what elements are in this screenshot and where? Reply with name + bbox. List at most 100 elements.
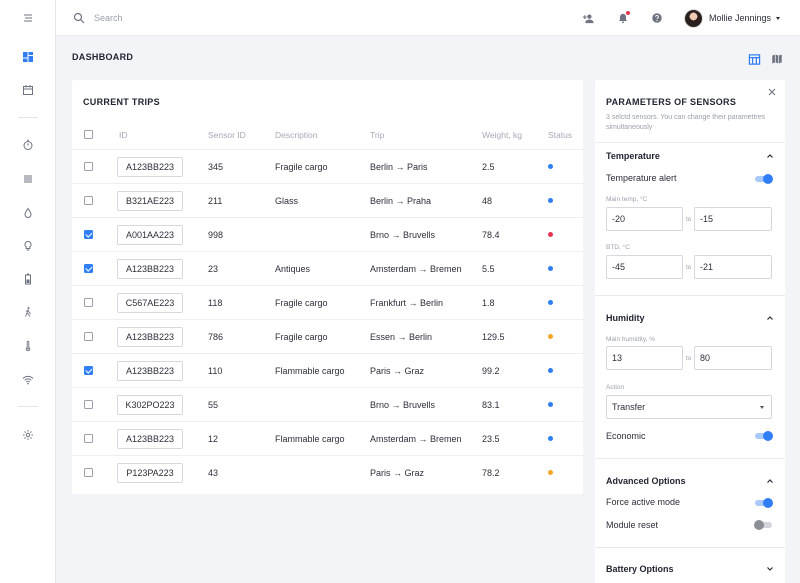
column-header-weight[interactable]: Weight, kg	[482, 130, 523, 140]
notification-badge	[626, 11, 630, 15]
current-trips-card: CURRENT TRIPS ID Sensor ID Description T…	[72, 80, 583, 494]
table-row[interactable]: A123BB223 12 Flammable cargo Amsterdam → Br…	[72, 422, 583, 456]
table-row[interactable]: P123PA223 43 Paris → Graz 78.2	[72, 456, 583, 490]
caret-down-icon	[760, 406, 764, 409]
main-temp-to-input[interactable]: -15	[694, 207, 772, 231]
trip-id-field[interactable]: A123BB223	[117, 327, 183, 347]
trip-id-field[interactable]: A123BB223	[117, 259, 183, 279]
status-dot	[548, 266, 553, 271]
menu-icon[interactable]	[0, 8, 56, 28]
trip-id-field[interactable]: A123BB223	[117, 429, 183, 449]
economic-toggle[interactable]	[755, 431, 773, 441]
row-checkbox[interactable]	[84, 366, 93, 375]
row-checkbox[interactable]	[84, 332, 93, 341]
wifi-icon[interactable]	[0, 370, 56, 390]
table-row[interactable]: B321AE223 211 Glass Berlin → Praha 48	[72, 184, 583, 218]
temperature-section-title[interactable]: Temperature	[606, 151, 660, 161]
action-select[interactable]: Transfer	[606, 395, 772, 419]
row-checkbox[interactable]	[84, 162, 93, 171]
main-humidity-from-input[interactable]: 13	[606, 346, 683, 370]
trip-cell: Berlin → Paris	[370, 162, 428, 172]
table-row[interactable]: A123BB223 345 Fragile cargo Berlin → Paris 2…	[72, 150, 583, 184]
sensor-id-cell: 345	[208, 162, 224, 172]
water-drop-icon[interactable]	[0, 203, 56, 223]
table-row[interactable]: K302PO223 55 Brno → Bruvells 83.1	[72, 388, 583, 422]
chevron-up-icon[interactable]	[766, 314, 774, 322]
chevron-down-icon[interactable]	[766, 565, 774, 573]
add-user-icon[interactable]	[581, 11, 595, 25]
lightbulb-icon[interactable]	[0, 236, 56, 256]
dashboard-icon[interactable]	[0, 47, 56, 67]
btd-temp-label: BTD, °C	[606, 244, 630, 251]
card-title: CURRENT TRIPS	[83, 97, 160, 107]
table-row[interactable]: A001AA223 998 Brno → Bruvells 78.4	[72, 218, 583, 252]
temperature-alert-toggle[interactable]	[755, 174, 773, 184]
battery-icon[interactable]	[0, 269, 56, 289]
table-row[interactable]: A123BB223 786 Fragile cargo Essen → Berlin 1…	[72, 320, 583, 354]
btd-temp-from-input[interactable]: -45	[606, 255, 683, 279]
sidebar-divider	[18, 117, 38, 118]
walking-icon[interactable]	[0, 302, 56, 322]
trip-id-field[interactable]: A123BB223	[117, 157, 183, 177]
status-dot	[548, 368, 553, 373]
advanced-options-section-title[interactable]: Advanced Options	[606, 476, 686, 486]
table-row[interactable]: A123BB223 110 Flammable cargo Paris → Graz 9…	[72, 354, 583, 388]
trip-id-field[interactable]: B321AE223	[117, 191, 183, 211]
column-header-sensor-id[interactable]: Sensor ID	[208, 130, 246, 140]
row-checkbox[interactable]	[84, 264, 93, 273]
description-cell: Flammable cargo	[275, 434, 345, 444]
notifications-bell-icon[interactable]	[616, 11, 630, 25]
column-header-id[interactable]: ID	[119, 130, 128, 140]
user-menu[interactable]: Mollie Jennings	[684, 8, 781, 28]
trip-id-field[interactable]: A123BB223	[117, 361, 183, 381]
map-view-icon[interactable]	[770, 52, 784, 66]
main-humidity-label: Main humidity, %	[606, 336, 656, 343]
main-humidity-to-input[interactable]: 80	[694, 346, 772, 370]
humidity-section-title[interactable]: Humidity	[606, 313, 645, 323]
battery-options-section-title[interactable]: Battery Options	[606, 564, 674, 574]
row-checkbox[interactable]	[84, 400, 93, 409]
action-select-value: Transfer	[612, 402, 646, 412]
table-row[interactable]: A123BB223 23 Antiques Amsterdam → Bremen 5.5	[72, 252, 583, 286]
sensor-parameters-panel: PARAMETERS OF SENSORS 3 selctd sensors. …	[595, 80, 785, 583]
row-checkbox[interactable]	[84, 298, 93, 307]
column-header-description[interactable]: Description	[275, 130, 318, 140]
force-active-mode-toggle[interactable]	[755, 498, 773, 508]
settings-gear-icon[interactable]	[0, 425, 56, 445]
table-row[interactable]: C567AE223 118 Fragile cargo Frankfurt → Ber…	[72, 286, 583, 320]
module-reset-toggle[interactable]	[754, 520, 772, 530]
column-header-trip[interactable]: Trip	[370, 130, 385, 140]
trip-id-field[interactable]: K302PO223	[117, 395, 183, 415]
divider	[595, 142, 785, 143]
list-icon[interactable]	[0, 169, 56, 189]
thermometer-icon[interactable]	[0, 336, 56, 356]
calendar-icon[interactable]	[0, 80, 56, 100]
column-header-status[interactable]: Status	[548, 130, 573, 140]
main-temp-from-input[interactable]: -20	[606, 207, 683, 231]
timer-icon[interactable]	[0, 135, 56, 155]
status-dot	[548, 164, 553, 169]
row-checkbox[interactable]	[84, 230, 93, 239]
chevron-up-icon[interactable]	[766, 152, 774, 160]
table-view-icon[interactable]	[747, 52, 761, 66]
row-checkbox[interactable]	[84, 196, 93, 205]
sensor-id-cell: 43	[208, 468, 219, 478]
btd-temp-to-input[interactable]: -21	[694, 255, 772, 279]
trip-cell: Amsterdam → Bremen	[370, 434, 462, 444]
weight-cell: 129.5	[482, 332, 505, 342]
select-all-checkbox[interactable]	[84, 130, 93, 139]
status-dot	[548, 300, 553, 305]
search-input[interactable]	[94, 9, 394, 27]
trip-id-field[interactable]: P123PA223	[117, 463, 183, 483]
chevron-up-icon[interactable]	[766, 477, 774, 485]
trip-id-field[interactable]: A001AA223	[117, 225, 183, 245]
row-checkbox[interactable]	[84, 468, 93, 477]
range-to-label: to	[686, 216, 692, 223]
row-checkbox[interactable]	[84, 434, 93, 443]
trip-id-field[interactable]: C567AE223	[117, 293, 183, 313]
close-icon[interactable]	[767, 87, 777, 97]
weight-cell: 99.2	[482, 366, 500, 376]
status-dot	[548, 470, 553, 475]
help-icon[interactable]	[650, 11, 664, 25]
status-dot	[548, 232, 553, 237]
